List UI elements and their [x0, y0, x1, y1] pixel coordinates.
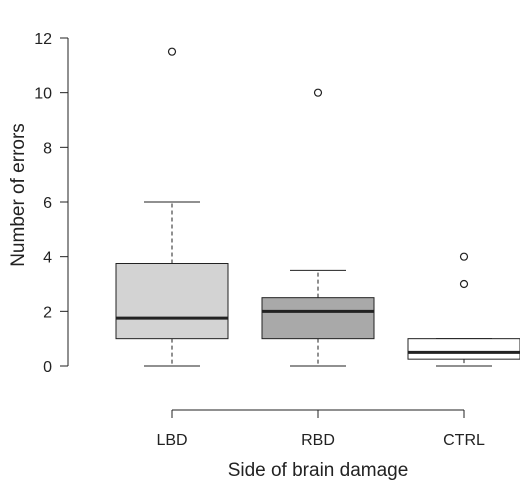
box-iqr — [407, 338, 520, 360]
y-tick-label: 0 — [43, 359, 52, 376]
x-tick-label: CTRL — [443, 432, 485, 449]
y-tick-label: 6 — [43, 195, 52, 212]
x-tick-label: RBD — [301, 432, 335, 449]
outlier-point — [459, 279, 469, 289]
y-axis: 0 2 4 6 8 10 12 — [34, 31, 69, 376]
x-axis: LBD RBD CTRL — [156, 409, 485, 449]
box-iqr — [261, 297, 375, 340]
y-tick-label: 2 — [43, 304, 52, 321]
outlier-point — [313, 88, 323, 97]
outlier-point — [167, 47, 177, 56]
y-axis-title: Number of errors — [8, 123, 29, 267]
box-series — [115, 47, 520, 367]
outlier-point — [459, 252, 469, 261]
x-axis-title: Side of brain damage — [228, 460, 409, 481]
y-tick-label: 8 — [43, 140, 52, 157]
box-group — [407, 252, 520, 367]
y-tick-label: 12 — [34, 31, 52, 48]
box-group — [115, 47, 229, 367]
x-tick-label: LBD — [156, 432, 187, 449]
y-tick-label: 4 — [43, 250, 52, 267]
box-group — [261, 88, 375, 367]
y-tick-label: 10 — [34, 86, 52, 103]
box-iqr — [115, 263, 229, 340]
